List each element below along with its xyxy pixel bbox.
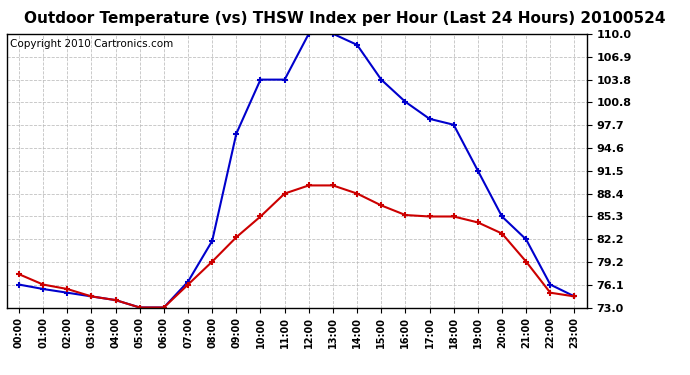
Text: Copyright 2010 Cartronics.com: Copyright 2010 Cartronics.com [10,39,173,49]
Text: Outdoor Temperature (vs) THSW Index per Hour (Last 24 Hours) 20100524: Outdoor Temperature (vs) THSW Index per … [24,11,666,26]
